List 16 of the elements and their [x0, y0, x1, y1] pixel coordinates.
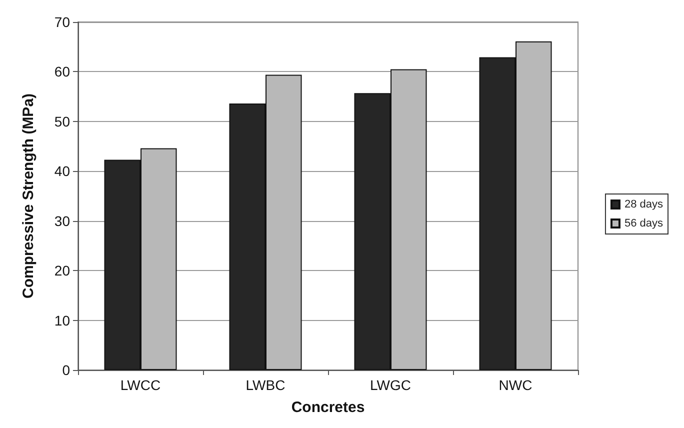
y-tick-label: 0 — [62, 362, 70, 378]
y-tick-label: 40 — [54, 163, 70, 180]
y-tick-label: 50 — [54, 113, 70, 130]
y-tick-label: 30 — [54, 212, 70, 229]
x-tick-label: LWCC — [120, 377, 161, 393]
y-tick-label: 20 — [54, 262, 70, 279]
x-tick-label: LWGC — [370, 377, 411, 393]
y-tick-label: 60 — [54, 64, 70, 80]
y-axis-title: Compressive Strength (MPa) — [20, 93, 37, 299]
x-tick-label: NWC — [498, 377, 532, 393]
y-tick-label: 70 — [54, 14, 70, 30]
legend-label: 56 days — [624, 218, 664, 230]
y-tick-label: 10 — [54, 312, 70, 328]
x-axis-title: Concretes — [291, 399, 365, 416]
legend-label: 28 days — [624, 198, 664, 210]
x-tick-label: LWBC — [246, 377, 286, 393]
